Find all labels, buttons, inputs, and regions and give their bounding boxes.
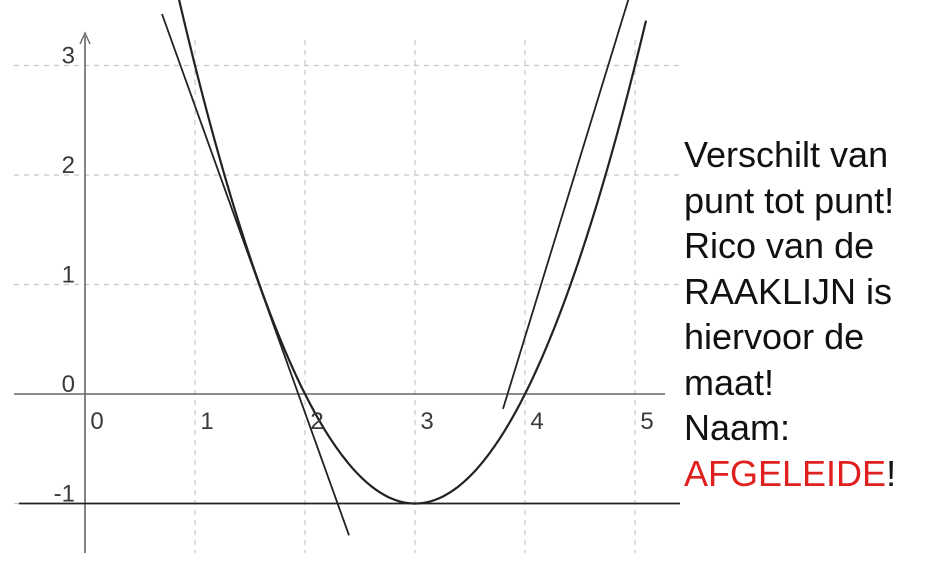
y-tick-label: 2 — [62, 152, 75, 179]
x-tick-label: 5 — [640, 408, 653, 435]
note-line-1: Verschilt van — [684, 134, 889, 175]
note-line-6: maat! — [684, 361, 775, 403]
tangent-line-left — [161, 13, 350, 536]
y-tick-label: 3 — [62, 43, 75, 70]
highlight-word: AFGELEIDE — [684, 452, 887, 494]
y-axis-arrow-icon — [79, 31, 91, 45]
x-tick-label: 1 — [200, 408, 213, 435]
note-line-5: hiervoor de — [684, 316, 865, 357]
note-line-8: AFGELEIDE! — [684, 451, 946, 497]
tangent-line-right — [502, 0, 630, 410]
axes — [14, 31, 665, 553]
function-graph: 0 1 2 3 4 5 -1 0 1 2 3 — [14, 0, 680, 553]
x-tick-label: 3 — [420, 408, 433, 435]
tick-labels: 0 1 2 3 4 5 -1 0 1 2 3 — [54, 43, 654, 508]
y-tick-label: 1 — [62, 262, 75, 289]
x-tick-label: 4 — [530, 408, 543, 435]
grid — [14, 40, 680, 553]
plotted-lines — [19, 0, 680, 536]
note-line-2: punt tot punt! — [684, 179, 895, 221]
note-line-7: Naam: — [684, 407, 791, 448]
note-line-3: Rico van de — [684, 225, 875, 266]
x-tick-label: 0 — [90, 408, 103, 435]
highlight-suffix: ! — [886, 452, 897, 494]
parabola-curve — [178, 0, 648, 505]
y-tick-label: 0 — [62, 371, 75, 398]
explanation-text: Verschilt van punt tot punt! Rico van de… — [684, 132, 946, 496]
y-tick-label: -1 — [54, 481, 75, 508]
note-line-4: RAAKLIJN is — [684, 270, 893, 312]
x-tick-label: 2 — [310, 408, 323, 435]
